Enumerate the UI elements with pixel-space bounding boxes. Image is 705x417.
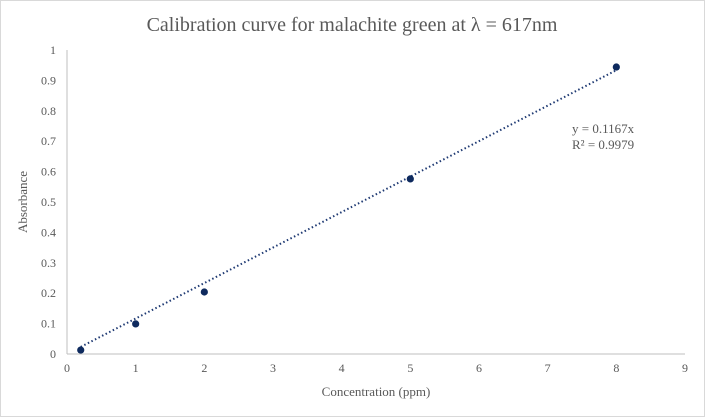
y-tick-label: 0.7 bbox=[41, 134, 56, 148]
y-tick-label: 0 bbox=[50, 347, 56, 361]
chart-title: Calibration curve for malachite green at… bbox=[147, 14, 558, 36]
x-tick-label: 6 bbox=[476, 361, 482, 375]
y-tick-label: 0.6 bbox=[41, 165, 56, 179]
y-tick-label: 0.8 bbox=[41, 104, 56, 118]
x-axis-label: Concentration (ppm) bbox=[322, 384, 431, 399]
y-axis-label: Absorbance bbox=[15, 171, 30, 233]
y-tick-label: 0.2 bbox=[41, 286, 56, 300]
x-tick-label: 8 bbox=[613, 361, 619, 375]
data-point bbox=[200, 288, 208, 296]
data-point bbox=[77, 346, 85, 354]
data-point bbox=[132, 320, 140, 328]
x-tick-label: 0 bbox=[64, 361, 70, 375]
x-tick-label: 4 bbox=[339, 361, 345, 375]
x-tick-label: 9 bbox=[682, 361, 688, 375]
x-tick-label: 7 bbox=[545, 361, 551, 375]
y-tick-label: 0.4 bbox=[41, 225, 56, 239]
y-tick-label: 0.5 bbox=[41, 195, 56, 209]
y-tick-label: 1 bbox=[50, 43, 56, 57]
x-tick-label: 2 bbox=[201, 361, 207, 375]
y-tick-label: 0.9 bbox=[41, 73, 56, 87]
x-tick-label: 1 bbox=[133, 361, 139, 375]
trendline bbox=[80, 69, 617, 348]
trendline-equation: y = 0.1167x bbox=[572, 121, 635, 136]
data-point bbox=[612, 63, 620, 71]
y-tick-label: 0.1 bbox=[41, 317, 56, 331]
x-tick-label: 3 bbox=[270, 361, 276, 375]
x-tick-label: 5 bbox=[407, 361, 413, 375]
trendline-r-squared: R² = 0.9979 bbox=[572, 137, 634, 152]
y-tick-label: 0.3 bbox=[41, 256, 56, 270]
data-point bbox=[406, 175, 414, 183]
